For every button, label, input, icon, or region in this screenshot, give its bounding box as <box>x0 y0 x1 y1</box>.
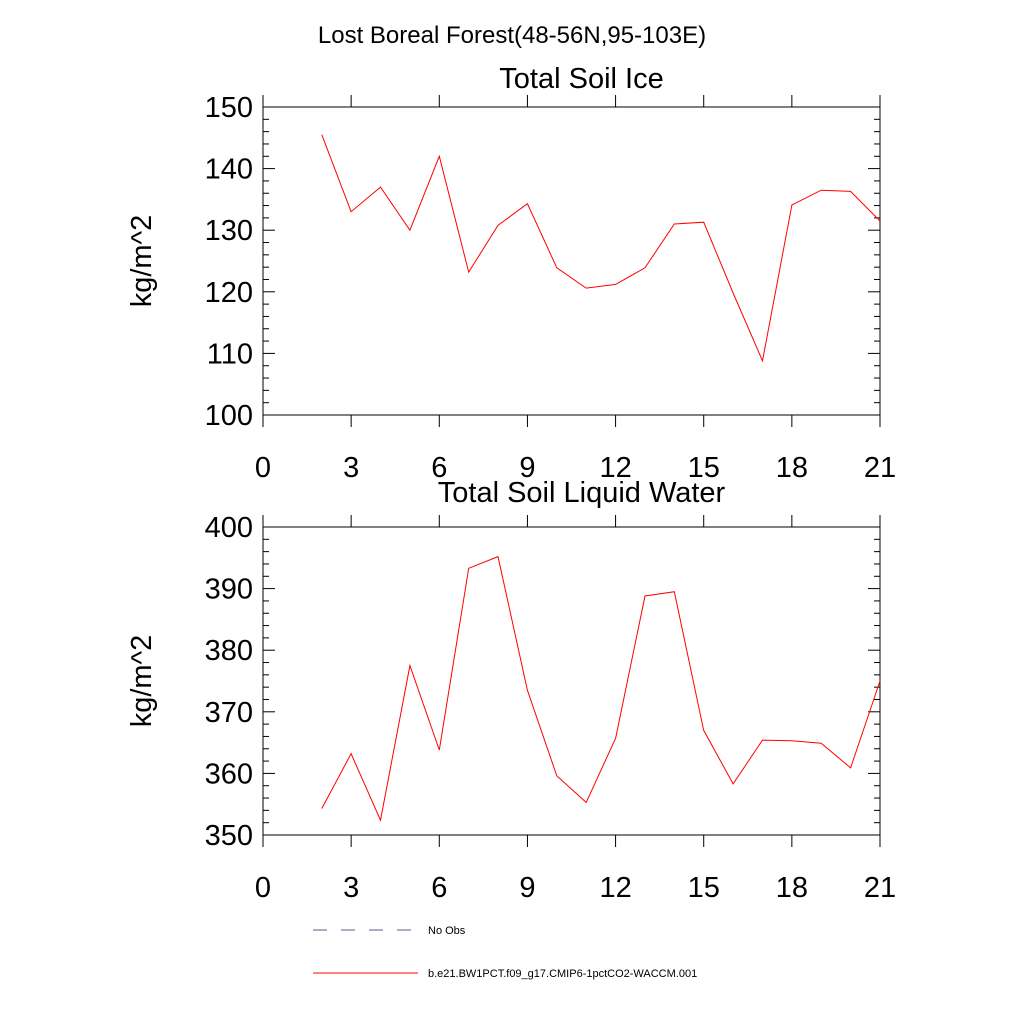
main-title: Lost Boreal Forest(48-56N,95-103E) <box>318 22 706 49</box>
liquid-y-axis-label: kg/m^2 <box>126 635 158 728</box>
liquid-x-tick-label: 0 <box>255 872 271 904</box>
ice-plot-frame <box>262 106 881 416</box>
liquid-x-tick-label: 18 <box>776 872 808 904</box>
ice-x-tick-label: 18 <box>776 452 808 484</box>
ice-x-tick-label: 15 <box>688 452 720 484</box>
liquid-y-tick-label: 350 <box>205 820 253 852</box>
ice-y-tick-label: 110 <box>207 338 253 370</box>
liquid-y-tick-label: 370 <box>205 697 253 729</box>
liquid-x-tick-label: 6 <box>431 872 447 904</box>
ice-y-tick-label: 140 <box>205 154 253 186</box>
liquid-x-tick-label: 15 <box>688 872 720 904</box>
ice-y-axis-label: kg/m^2 <box>126 215 158 308</box>
liquid-x-tick-label: 3 <box>343 872 359 904</box>
liquid-panel-title: Total Soil Liquid Water <box>438 477 726 509</box>
liquid-y-tick-label: 380 <box>205 635 253 667</box>
liquid-x-tick-label: 21 <box>864 872 896 904</box>
ice-x-tick-label: 9 <box>519 452 535 484</box>
liquid-y-tick-label: 390 <box>205 574 253 606</box>
ice-y-tick-label: 130 <box>205 215 253 247</box>
ice-y-tick-label: 150 <box>205 92 253 124</box>
ice-x-tick-label: 6 <box>431 452 447 484</box>
liquid-y-tick-label: 360 <box>205 758 253 790</box>
ice-x-tick-label: 3 <box>343 452 359 484</box>
liquid-x-tick-label: 9 <box>519 872 535 904</box>
legend-label-model: b.e21.BW1PCT.f09_g17.CMIP6-1pctCO2-WACCM… <box>428 968 697 980</box>
ice-x-tick-label: 12 <box>599 452 631 484</box>
ice-x-tick-label: 0 <box>255 452 271 484</box>
ice-y-tick-label: 100 <box>205 400 253 432</box>
ice-x-tick-label: 21 <box>864 452 896 484</box>
liquid-y-tick-label: 400 <box>205 512 253 544</box>
ice-y-tick-label: 120 <box>205 277 253 309</box>
liquid-x-tick-label: 12 <box>599 872 631 904</box>
liquid-series-line-0 <box>321 555 881 822</box>
legend-label-no-obs: No Obs <box>428 925 466 937</box>
ice-series-line-0 <box>321 134 881 363</box>
ice-panel-title: Total Soil Ice <box>499 63 663 95</box>
